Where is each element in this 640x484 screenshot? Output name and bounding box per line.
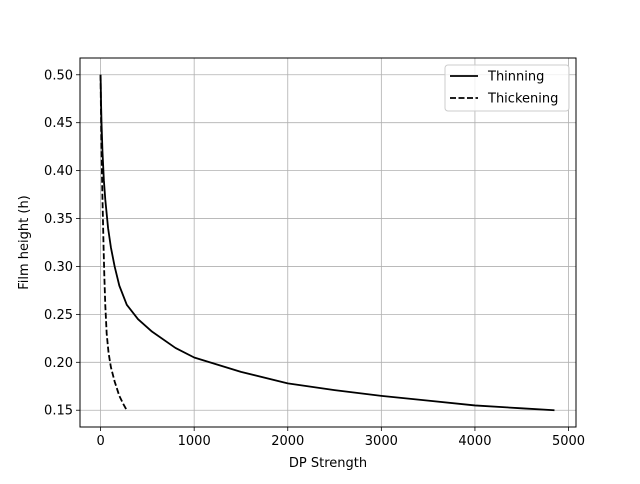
x-axis-label: DP Strength [289, 456, 367, 471]
plot-frame [79, 57, 577, 428]
y-tick-label: 0.25 [44, 308, 73, 323]
legend: Thinning Thickening [444, 64, 570, 112]
x-tick-label: 4000 [458, 434, 491, 449]
y-tick-label: 0.30 [44, 260, 73, 275]
x-tick-label: 2000 [271, 434, 304, 449]
x-tick-label: 5000 [552, 434, 585, 449]
series-layer [99, 74, 555, 412]
legend-label: Thickening [487, 92, 558, 107]
series-line-thinning [99, 74, 555, 412]
x-tick-label: 3000 [365, 434, 398, 449]
x-tick-label: 1000 [178, 434, 211, 449]
y-tick-label: 0.50 [44, 68, 73, 83]
y-tick-label: 0.35 [44, 212, 73, 227]
y-tick-label: 0.40 [44, 164, 73, 179]
y-tick-label: 0.15 [44, 404, 73, 419]
series-line-thickening [99, 74, 128, 411]
y-tick-label: 0.20 [44, 356, 73, 371]
axis-ticks: 0 1000 2000 3000 4000 5000 0.15 0.20 0.25 0.30 0.3… [44, 68, 585, 449]
grid [80, 58, 576, 427]
x-tick-label: 0 [96, 434, 104, 449]
legend-label: Thinning [487, 70, 544, 85]
y-tick-label: 0.45 [44, 116, 73, 131]
y-axis-label: Film height (h) [17, 195, 32, 290]
